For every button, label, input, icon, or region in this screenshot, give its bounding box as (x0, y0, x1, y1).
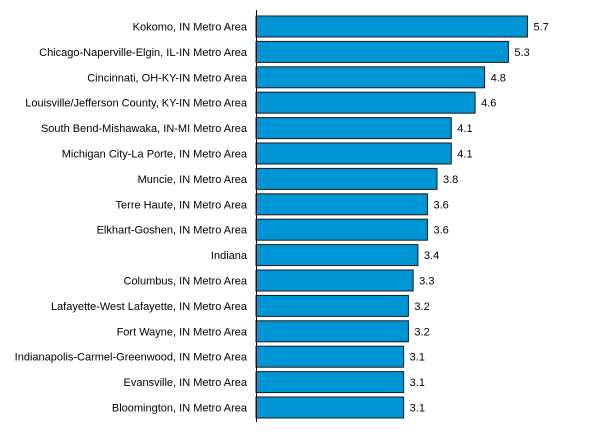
bar (255, 167, 438, 190)
value-label: 3.6 (433, 199, 448, 211)
value-label: 4.1 (457, 149, 472, 161)
category-label: Indianapolis-Carmel-Greenwood, IN Metro … (15, 352, 248, 364)
bar (255, 218, 428, 241)
value-label: 3.6 (433, 225, 448, 237)
value-label: 4.1 (457, 123, 472, 135)
category-label: Evansville, IN Metro Area (124, 377, 248, 389)
bar (255, 40, 509, 63)
category-label: Chicago-Naperville-Elgin, IL-IN Metro Ar… (39, 47, 248, 59)
category-label: Cincinnati, OH-KY-IN Metro Area (87, 72, 248, 84)
bars-layer (255, 15, 528, 419)
category-label: South Bend-Mishawaka, IN-MI Metro Area (41, 123, 248, 135)
value-label: 3.1 (410, 403, 425, 415)
value-label: 3.1 (410, 352, 425, 364)
category-label: Bloomington, IN Metro Area (112, 403, 248, 415)
bar (255, 66, 486, 89)
category-label: Michigan City-La Porte, IN Metro Area (62, 149, 248, 161)
bar (255, 396, 405, 419)
category-labels-layer: Kokomo, IN Metro Area Chicago-Naperville-… (15, 22, 248, 415)
value-label: 5.3 (514, 47, 529, 59)
bar (255, 294, 409, 317)
category-label: Muncie, IN Metro Area (138, 174, 248, 186)
category-label: Indiana (211, 250, 248, 262)
bar (255, 91, 476, 114)
value-label: 3.2 (414, 301, 429, 313)
category-label: Kokomo, IN Metro Area (133, 22, 248, 34)
value-label: 3.2 (414, 326, 429, 338)
value-label: 3.4 (424, 250, 439, 262)
category-label: Fort Wayne, IN Metro Area (117, 326, 248, 338)
value-label: 3.3 (419, 276, 434, 288)
value-labels-layer: 5.7 5.3 4.8 4.6 4.1 4.1 3.8 3.6 3.6 3.4 3.3 3.2 3.2 3… (410, 22, 549, 415)
value-label: 3.1 (410, 377, 425, 389)
category-label: Louisville/Jefferson County, KY-IN Metro… (25, 98, 248, 110)
bar (255, 244, 419, 267)
bar (255, 142, 452, 165)
bar (255, 320, 409, 343)
category-label: Lafayette-West Lafayette, IN Metro Area (51, 301, 248, 313)
bar (255, 117, 452, 140)
bar (255, 371, 405, 394)
value-label: 4.6 (481, 98, 496, 110)
value-label: 3.8 (443, 174, 458, 186)
value-label: 5.7 (533, 22, 548, 34)
category-label: Elkhart-Goshen, IN Metro Area (97, 225, 248, 237)
bar (255, 269, 414, 292)
bar (255, 193, 428, 216)
value-label: 4.8 (491, 72, 506, 84)
bar (255, 15, 528, 38)
bar (255, 345, 405, 368)
category-label: Columbus, IN Metro Area (124, 276, 248, 288)
category-label: Terre Haute, IN Metro Area (116, 199, 248, 211)
